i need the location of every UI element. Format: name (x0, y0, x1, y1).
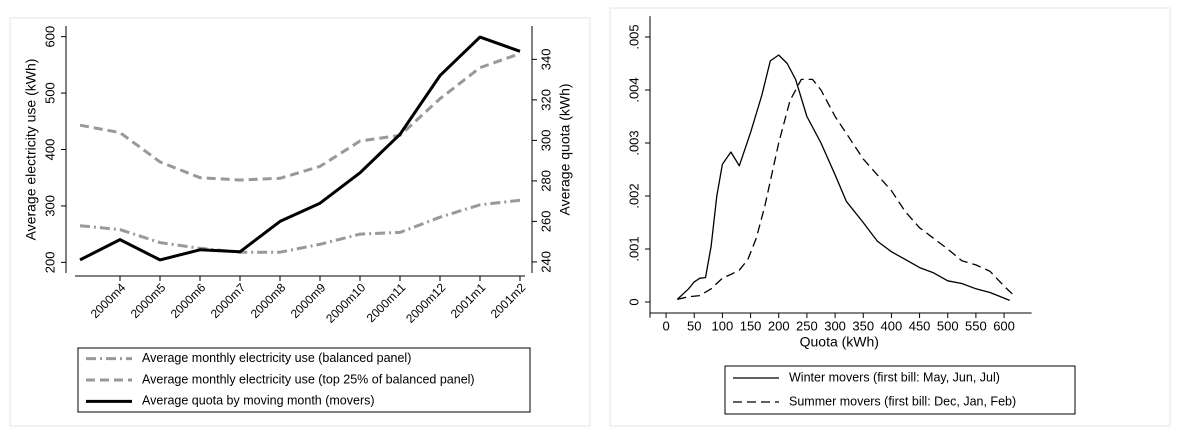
y-tick-label: .005 (626, 24, 641, 49)
legend-label: Average monthly electricity use (balance… (142, 351, 411, 365)
x-tick-label: 2000m12 (403, 280, 449, 326)
y2-tick-label: 340 (538, 49, 553, 71)
x-tick-label: 350 (852, 318, 874, 333)
legend-label: Summer movers (first bill: Dec, Jan, Feb… (789, 394, 1016, 408)
y-tick-label: .002 (626, 183, 641, 208)
series-line (677, 78, 1013, 301)
legend-box (724, 365, 1076, 415)
y2-tick-label: 320 (538, 89, 553, 111)
y2-tick-label: 260 (538, 211, 553, 233)
x-tick-label: 2000m9 (288, 280, 329, 321)
x-tick-label: 200 (768, 318, 790, 333)
y2-tick-label: 300 (538, 130, 553, 152)
y-tick-label: 300 (42, 195, 57, 217)
x-tick-label: 450 (909, 318, 931, 333)
x-tick-label: 2000m5 (128, 280, 169, 321)
y-tick-label: .004 (626, 77, 641, 102)
x-tick-label: 0 (662, 318, 669, 333)
y-tick-label: .001 (626, 236, 641, 261)
x-tick-label: 250 (796, 318, 818, 333)
series-line (79, 35, 521, 262)
x-tick-label: 50 (687, 318, 701, 333)
x-tick-label: 400 (881, 318, 903, 333)
legend-label: Average quota by moving month (movers) (142, 394, 375, 408)
y2-tick-label: 240 (538, 251, 553, 273)
y-tick-label: .003 (626, 130, 641, 155)
x-tick-label: 2001m2 (488, 280, 529, 321)
series-line (79, 52, 521, 182)
series-line (79, 198, 521, 254)
y-tick-label: 500 (42, 82, 57, 104)
y2-tick-label: 280 (538, 170, 553, 192)
panel-frame (609, 7, 1171, 427)
x-tick-label: 100 (712, 318, 734, 333)
y-axis-label: Average electricity use (kWh) (23, 59, 39, 241)
x-tick-label: 2000m4 (88, 280, 129, 321)
x-tick-label: 600 (993, 318, 1015, 333)
y-tick-label: 600 (42, 26, 57, 48)
x-tick-label: 2000m7 (208, 280, 249, 321)
legend-label: Average monthly electricity use (top 25%… (142, 372, 475, 386)
legend-label: Winter movers (first bill: May, Jun, Jul… (789, 370, 1000, 384)
x-tick-label: 2000m10 (323, 280, 369, 326)
legend-box (77, 347, 531, 413)
x-tick-label: 150 (740, 318, 762, 333)
x-tick-label: 2000m8 (248, 280, 289, 321)
x-tick-label: 300 (824, 318, 846, 333)
x-tick-label: 550 (965, 318, 987, 333)
y-tick-label: 400 (42, 139, 57, 161)
panel-frame (9, 17, 591, 427)
x-tick-label: 500 (937, 318, 959, 333)
x-tick-label: 2000m11 (364, 280, 409, 325)
series-line (676, 54, 1010, 302)
x-tick-label: 2001m1 (448, 280, 489, 321)
y2-axis-label: Average quota (kWh) (557, 83, 573, 215)
y-tick-label: 200 (42, 252, 57, 274)
x-tick-label: 2000m6 (168, 280, 209, 321)
y-tick-label: 0 (626, 298, 641, 305)
x-axis-label: Quota (kWh) (800, 334, 879, 350)
